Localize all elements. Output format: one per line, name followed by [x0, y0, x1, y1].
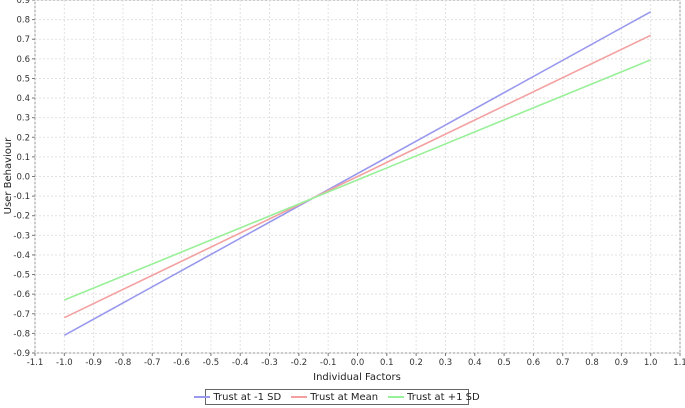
x-tick-label: 0.2 [409, 358, 423, 368]
legend-label: Trust at +1 SD [407, 391, 480, 403]
x-tick-label: -0.7 [144, 358, 161, 368]
x-tick-label: 0.5 [497, 358, 511, 368]
y-tick-label: 0.3 [16, 114, 30, 124]
y-tick-label: -0.9 [13, 349, 30, 359]
series-line-2 [63, 34, 652, 319]
x-tick-label: -1.1 [27, 358, 44, 368]
x-axis-label: Individual Factors [313, 372, 401, 383]
x-tick-label: -1.0 [56, 358, 73, 368]
legend-item-1: Trust at -1 SD [194, 392, 281, 403]
series-line-3 [64, 59, 651, 301]
y-tick-label: -0.1 [13, 192, 30, 202]
x-tick-label: 0.9 [615, 358, 629, 368]
x-tick-label: -0.6 [173, 358, 190, 368]
y-tick-label: 0.6 [16, 55, 30, 65]
x-tick-label: -0.8 [115, 358, 132, 368]
x-axis-ticks: -1.1 -1.0 -0.9 -0.8 -0.7 -0.6 -0.5 -0.4 -0.3 -0.2… [27, 353, 685, 368]
x-tick-label: 0.6 [527, 358, 541, 368]
x-tick-label: -0.4 [232, 358, 249, 368]
x-tick-label: -0.1 [320, 358, 337, 368]
legend: Trust at -1 SD Trust at Mean Trust at +1 S… [194, 389, 480, 405]
y-tick-label: 0.4 [16, 94, 30, 104]
legend-item-2: Trust at Mean [291, 392, 378, 403]
y-tick-label: 0.5 [16, 74, 30, 84]
grid-lines [34, 0, 681, 354]
x-tick-label: -0.5 [203, 358, 220, 368]
y-axis-label: User Behaviour [3, 137, 14, 215]
x-tick-label: 0.4 [468, 358, 482, 368]
x-tick-label: 1.1 [673, 358, 685, 368]
series-line-1 [63, 11, 652, 337]
series-lines [63, 11, 652, 337]
y-tick-label: 0.9 [16, 0, 30, 6]
legend-label: Trust at Mean [310, 391, 379, 403]
y-tick-label: -0.7 [13, 310, 30, 320]
x-tick-label: -0.3 [261, 358, 278, 368]
y-axis-ticks: 0.9 0.8 0.7 0.6 0.5 0.4 0.3 0.2 0.1 0.0 -0.1 -0.2 -0… [13, 0, 35, 359]
y-tick-label: -0.2 [13, 212, 30, 222]
x-tick-label: 0.0 [351, 358, 365, 368]
legend-swatch [194, 396, 211, 398]
x-tick-label: 0.3 [439, 358, 453, 368]
y-tick-label: 0.0 [16, 173, 30, 183]
y-tick-label: -0.6 [13, 290, 30, 300]
y-tick-label: 0.2 [16, 133, 30, 143]
y-tick-label: -0.8 [13, 329, 30, 339]
y-tick-label: 0.7 [16, 35, 30, 45]
y-tick-label: 0.1 [16, 153, 30, 163]
legend-swatch [291, 396, 308, 398]
x-tick-label: -0.2 [291, 358, 308, 368]
x-tick-label: 1.0 [644, 358, 658, 368]
y-tick-label: 0.8 [16, 16, 30, 26]
legend-label: Trust at -1 SD [213, 391, 282, 403]
x-tick-label: -0.9 [85, 358, 102, 368]
x-tick-label: 0.8 [585, 358, 599, 368]
y-tick-label: -0.5 [13, 271, 30, 281]
legend-item-3: Trust at +1 SD [388, 392, 480, 403]
y-tick-label: -0.4 [13, 251, 30, 261]
legend-swatch [388, 396, 405, 398]
x-tick-label: 0.1 [380, 358, 394, 368]
y-tick-label: -0.3 [13, 231, 30, 241]
x-tick-label: 0.7 [556, 358, 570, 368]
